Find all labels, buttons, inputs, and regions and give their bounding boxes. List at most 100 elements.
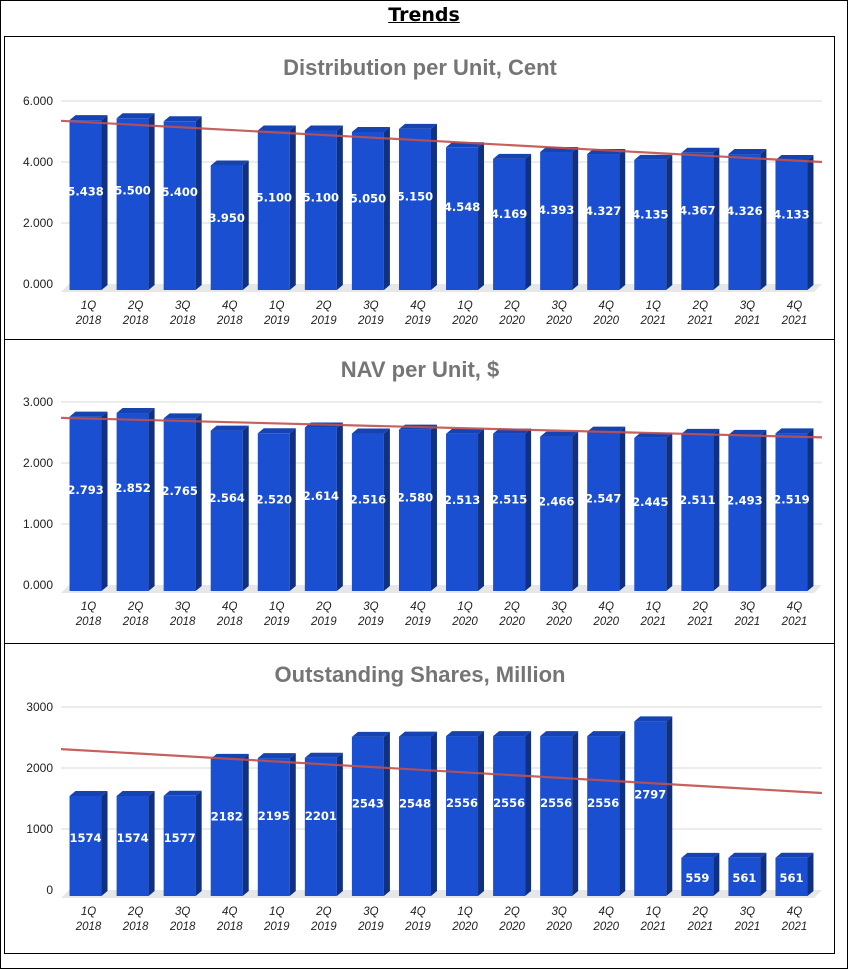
bar-front	[210, 165, 243, 290]
y-tick-label: 2.000	[23, 216, 53, 230]
data-label: 2.547	[585, 492, 621, 506]
y-tick-label: 2000	[26, 761, 53, 775]
bar-side	[336, 125, 343, 290]
bar-top	[69, 411, 108, 417]
bar-front	[540, 436, 573, 591]
x-tick-label: 4Q	[787, 906, 802, 918]
chart-panel-nav: NAV per Unit, $ 0.000 1.000 2.000 3.000 2.793…	[4, 339, 835, 644]
bar-front	[398, 736, 431, 896]
bar-front	[493, 736, 526, 896]
bar-side	[478, 731, 485, 896]
bar-side	[807, 852, 814, 896]
bar-side	[148, 408, 155, 591]
bar-side	[760, 429, 767, 591]
x-tick-label: 2019	[357, 616, 384, 628]
x-tick-label: 4Q	[787, 300, 802, 312]
bar	[304, 422, 343, 591]
bar-front	[257, 758, 290, 896]
x-tick-label: 1Q	[646, 300, 661, 312]
y-tick-label: 6.000	[23, 94, 53, 108]
bar-front	[257, 433, 290, 591]
x-tick-label: 2Q	[315, 601, 331, 613]
bar	[587, 149, 626, 290]
bar-side	[242, 753, 249, 896]
bar-side	[101, 411, 108, 591]
bar	[210, 753, 249, 896]
x-tick-label: 2019	[310, 921, 337, 933]
data-label: 2.793	[67, 483, 103, 497]
x-tick-label: 1Q	[646, 601, 661, 613]
x-tick-label: 2020	[592, 921, 619, 933]
bar	[257, 125, 296, 290]
bar-top	[587, 731, 626, 737]
bar-front	[257, 130, 290, 290]
x-tick-label: 2021	[639, 315, 666, 327]
bar-front	[116, 413, 149, 591]
data-label: 3.950	[209, 211, 245, 225]
bar-top	[116, 408, 155, 414]
data-label: 2.516	[350, 493, 386, 507]
data-label: 5.100	[256, 190, 292, 204]
x-tick-label: 2019	[357, 921, 384, 933]
x-tick-label: 3Q	[363, 300, 378, 312]
bar-front	[775, 433, 808, 591]
x-tick-label: 2Q	[127, 906, 143, 918]
bar-side	[383, 428, 390, 591]
y-tick-label: 4.000	[23, 155, 53, 169]
bar-top	[116, 113, 155, 119]
bar-front	[210, 430, 243, 591]
x-tick-label: 2020	[592, 315, 619, 327]
bar-top	[775, 852, 814, 858]
bar-side	[195, 790, 202, 896]
bar-side	[713, 147, 720, 290]
bar	[587, 731, 626, 896]
bar-side	[713, 852, 720, 896]
x-tick-label: 2018	[216, 616, 243, 628]
x-tick-label: 2Q	[127, 300, 143, 312]
bar-top	[681, 147, 720, 153]
x-tick-label: 2018	[216, 315, 243, 327]
x-tick-label: 4Q	[222, 300, 237, 312]
x-tick-label: 2021	[781, 616, 808, 628]
bar	[398, 123, 437, 290]
bar-side	[195, 413, 202, 591]
bar-front	[634, 721, 667, 896]
x-tick-label: 1Q	[81, 601, 96, 613]
data-label: 2.614	[303, 489, 339, 503]
x-tick-label: 2020	[545, 315, 572, 327]
x-tick-label: 1Q	[269, 601, 284, 613]
bar-top	[681, 852, 720, 858]
x-tick-label: 4Q	[599, 300, 614, 312]
bar-top	[728, 429, 767, 435]
bar-front	[163, 418, 196, 591]
x-tick-label: 2018	[75, 616, 102, 628]
x-tick-label: 1Q	[457, 906, 472, 918]
bar-side	[289, 125, 296, 290]
bar	[210, 160, 249, 290]
bar	[634, 154, 673, 290]
bar-top	[681, 428, 720, 434]
data-label: 2797	[634, 788, 666, 802]
x-tick-label: 3Q	[740, 906, 755, 918]
x-tick-label: 2021	[687, 616, 714, 628]
bar-top	[210, 160, 249, 166]
bar-top	[163, 116, 202, 122]
bar-front	[69, 795, 102, 896]
bar	[446, 731, 485, 896]
bar-side	[430, 424, 437, 591]
bar-side	[289, 753, 296, 896]
chart-title: Outstanding Shares, Million	[275, 662, 566, 687]
bar-front	[398, 128, 431, 290]
data-label: 2.852	[114, 481, 150, 495]
bar-front	[587, 154, 620, 290]
bar-top	[398, 731, 437, 737]
bar-top	[304, 752, 343, 758]
bar-side	[666, 432, 673, 591]
bar-side	[572, 731, 579, 896]
data-label: 5.400	[161, 185, 197, 199]
data-label: 2.513	[444, 493, 480, 507]
chart-svg: NAV per Unit, $ 0.000 1.000 2.000 3.000 2.793…	[23, 357, 823, 628]
bar-front	[540, 736, 573, 896]
bar-top	[634, 154, 673, 160]
x-tick-label: 2Q	[692, 906, 708, 918]
